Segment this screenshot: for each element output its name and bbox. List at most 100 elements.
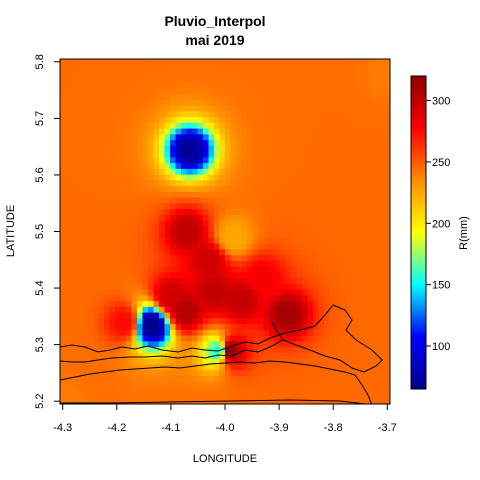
raster-cell: [302, 156, 309, 164]
raster-cell: [241, 151, 248, 158]
raster-cell: [280, 151, 287, 158]
raster-cell: [285, 260, 292, 267]
raster-cell: [296, 220, 303, 227]
raster-cell: [291, 260, 298, 267]
raster-cell: [269, 202, 276, 210]
raster-cell: [120, 243, 127, 250]
raster-cell: [346, 277, 353, 284]
raster-cell: [340, 289, 347, 296]
raster-cell: [241, 191, 248, 198]
raster-cell: [313, 82, 320, 89]
raster-cell: [219, 139, 226, 146]
raster-cell: [236, 335, 243, 342]
raster-cell: [302, 300, 309, 307]
raster-cell: [368, 116, 375, 123]
raster-cell: [76, 266, 83, 273]
raster-cell: [203, 122, 210, 129]
raster-cell: [373, 375, 380, 382]
raster-cell: [203, 363, 210, 371]
raster-cell: [197, 87, 204, 95]
raster-cell: [313, 128, 320, 135]
raster-cell: [280, 283, 287, 290]
raster-cell: [76, 116, 83, 123]
raster-cell: [357, 231, 364, 238]
raster-cell: [148, 254, 155, 261]
raster-cell: [131, 208, 138, 215]
raster-cell: [181, 231, 188, 238]
raster-cell: [192, 323, 199, 330]
raster-cell: [329, 59, 336, 66]
raster-cell: [274, 248, 281, 256]
raster-cell: [346, 87, 353, 95]
raster-cell: [214, 254, 221, 261]
raster-cell: [82, 335, 89, 342]
raster-cell: [159, 82, 166, 89]
raster-cell: [247, 133, 254, 141]
raster-cell: [269, 70, 276, 77]
raster-cell: [126, 335, 133, 342]
raster-cell: [76, 82, 83, 89]
raster-cell: [225, 346, 232, 353]
raster-cell: [164, 283, 171, 290]
raster-cell: [329, 191, 336, 198]
raster-cell: [60, 70, 67, 77]
raster-cell: [324, 277, 331, 284]
raster-cell: [384, 151, 390, 158]
raster-cell: [181, 197, 188, 204]
raster-cell: [307, 197, 314, 204]
raster-cell: [60, 128, 67, 135]
raster-cell: [214, 87, 221, 95]
raster-cell: [181, 358, 188, 365]
raster-cell: [263, 76, 270, 83]
raster-cell: [82, 248, 89, 256]
raster-cell: [104, 76, 111, 83]
raster-cell: [258, 248, 265, 256]
raster-cell: [109, 156, 116, 164]
raster-cell: [203, 277, 210, 284]
raster-cell: [346, 162, 353, 169]
raster-cell: [263, 191, 270, 198]
raster-cell: [82, 352, 89, 359]
raster-cell: [280, 191, 287, 198]
raster-cell: [313, 139, 320, 146]
raster-cell: [170, 329, 177, 336]
raster-cell: [60, 398, 67, 404]
raster-cell: [120, 220, 127, 227]
raster-cell: [252, 317, 259, 325]
raster-cell: [285, 266, 292, 273]
raster-cell: [307, 116, 314, 123]
raster-cell: [104, 392, 111, 399]
raster-cell: [153, 93, 160, 100]
raster-cell: [269, 59, 276, 66]
raster-cell: [280, 116, 287, 123]
raster-cell: [159, 59, 166, 66]
raster-cell: [148, 260, 155, 267]
raster-cell: [87, 375, 94, 382]
raster-cell: [208, 283, 215, 290]
raster-cell: [109, 398, 116, 404]
raster-cell: [142, 312, 149, 319]
raster-cell: [313, 214, 320, 221]
raster-cell: [170, 266, 177, 273]
raster-cell: [192, 312, 199, 319]
raster-cell: [197, 340, 204, 348]
raster-cell: [302, 220, 309, 227]
raster-cell: [263, 237, 270, 244]
raster-cell: [219, 191, 226, 198]
raster-cell: [280, 312, 287, 319]
raster-cell: [230, 248, 237, 256]
raster-cell: [346, 93, 353, 100]
raster-cell: [120, 99, 127, 106]
raster-cell: [362, 346, 369, 353]
raster-cell: [324, 116, 331, 123]
raster-cell: [241, 185, 248, 192]
raster-cell: [197, 271, 204, 279]
raster-cell: [170, 369, 177, 376]
raster-cell: [296, 139, 303, 146]
raster-cell: [379, 340, 386, 348]
raster-cell: [115, 220, 122, 227]
raster-cell: [230, 116, 237, 123]
raster-cell: [197, 64, 204, 72]
raster-cell: [142, 375, 149, 382]
raster-cell: [252, 105, 259, 112]
